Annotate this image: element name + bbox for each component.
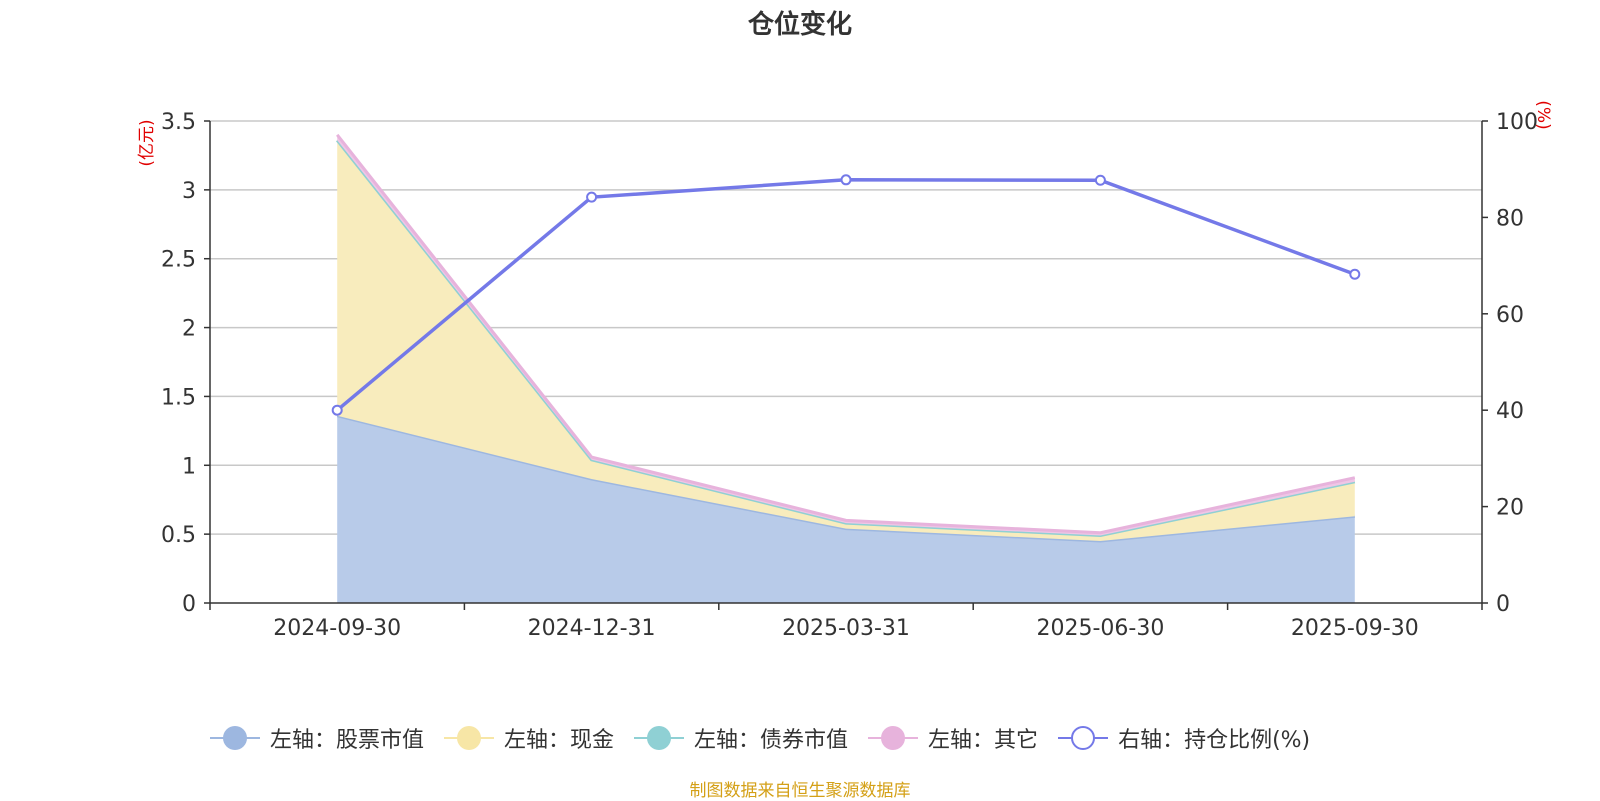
x-axis-tick-label: 2024-12-31: [528, 616, 656, 641]
x-axis-tick-label: 2025-06-30: [1036, 616, 1164, 641]
left-axis-tick-label: 3: [182, 179, 196, 204]
ratio-point: [331, 404, 343, 416]
left-axis-tick-label: 3.5: [161, 110, 196, 135]
ratio-line-series: [331, 174, 1361, 416]
right-axis-unit-label: (%): [1533, 100, 1553, 129]
right-axis-tick-label: 100: [1496, 110, 1538, 135]
area-fill-0: [337, 415, 1355, 603]
right-axis-tick-label: 0: [1496, 592, 1510, 617]
left-axis-unit-label: (亿元): [137, 119, 157, 166]
legend-label-bond: 左轴：债券市值: [694, 728, 849, 753]
left-axis-tick-label: 1: [182, 454, 196, 479]
legend-item-ratio[interactable]: 右轴：持仓比例(%): [1058, 722, 1310, 754]
axes: 0 0.5 1 1.5 2 2.5 3 3.5 0 20 40 60 80 100 2024-09-30 20…: [161, 110, 1538, 641]
right-axis-tick-label: 20: [1496, 496, 1524, 521]
right-axis-tick-label: 80: [1496, 206, 1524, 231]
x-axis-tick-label: 2024-09-30: [273, 616, 401, 641]
left-axis-tick-label: 0: [182, 592, 196, 617]
x-axis-tick-label: 2025-09-30: [1291, 616, 1419, 641]
ratio-point: [1349, 268, 1361, 280]
left-axis-tick-label: 2: [182, 317, 196, 342]
ratio-point: [840, 174, 852, 186]
area-series: [336, 133, 1356, 603]
legend-item-other[interactable]: 左轴：其它: [868, 722, 1038, 754]
left-axis-tick-label: 0.5: [161, 523, 196, 548]
legend-swatch-stock: [210, 725, 260, 751]
legend-label-other: 左轴：其它: [928, 728, 1039, 753]
legend-item-stock[interactable]: 左轴：股票市值: [210, 722, 424, 754]
legend-label-cash: 左轴：现金: [504, 728, 615, 753]
legend-swatch-ratio: [1058, 725, 1109, 751]
legend-swatch-other: [868, 725, 919, 751]
ratio-point: [586, 191, 598, 203]
left-axis-tick-label: 1.5: [161, 385, 196, 410]
x-axis-tick-label: 2025-03-31: [782, 616, 910, 641]
chart-title: 仓位变化: [747, 10, 852, 40]
chart-legend: 左轴：股票市值 左轴：现金 左轴：债券市值 左轴：其它 右轴：持仓比例(%): [210, 722, 1330, 754]
legend-item-cash[interactable]: 左轴：现金: [444, 722, 614, 754]
source-note: 制图数据来自恒生聚源数据库: [689, 781, 911, 801]
legend-label-ratio: 右轴：持仓比例(%): [1118, 728, 1311, 753]
legend-label-stock: 左轴：股票市值: [270, 728, 425, 753]
legend-swatch-bond: [634, 725, 685, 751]
area-edge-3: [336, 133, 1356, 535]
legend-swatch-cash: [444, 725, 495, 751]
right-axis-tick-label: 60: [1496, 303, 1524, 328]
ratio-point: [1094, 174, 1106, 186]
legend-item-bond[interactable]: 左轴：债券市值: [634, 722, 848, 754]
left-axis-tick-label: 2.5: [161, 248, 196, 273]
right-axis-tick-label: 40: [1496, 399, 1524, 424]
